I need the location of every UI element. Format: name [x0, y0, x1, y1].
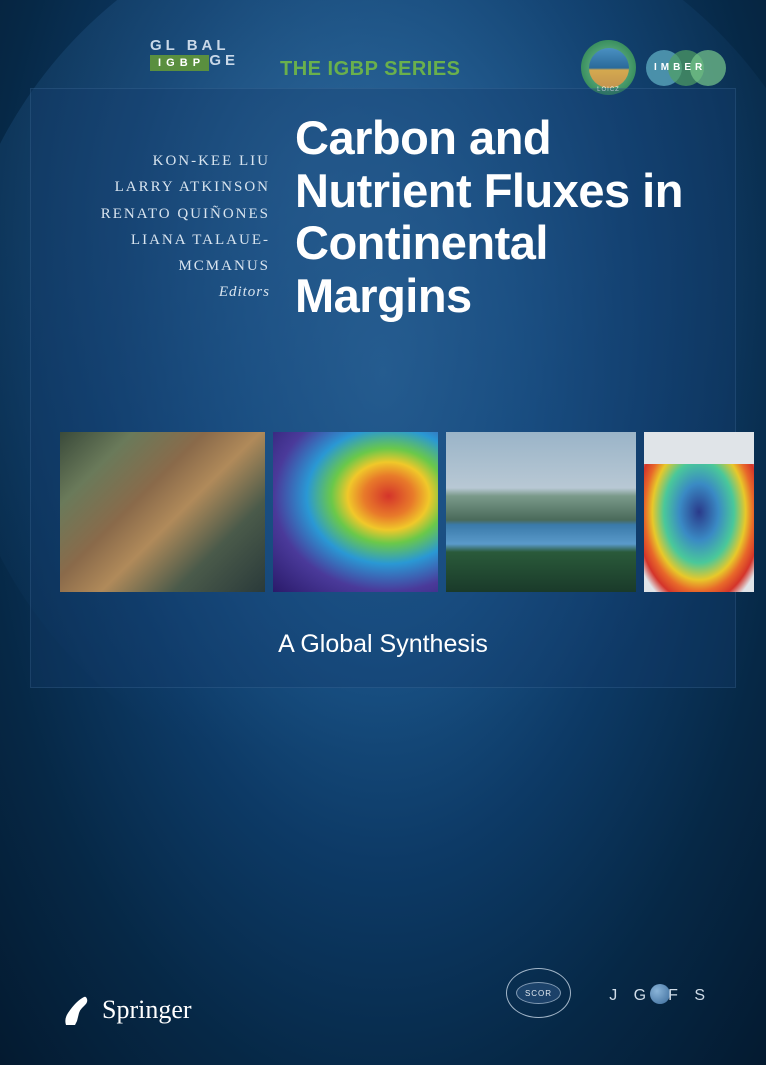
thumbnail-thermal-map	[273, 432, 438, 592]
footer: Springer SCOR J G F S	[0, 980, 766, 1040]
springer-horse-icon	[60, 991, 92, 1029]
editors-block: KON-KEE LIU LARRY ATKINSON RENATO QUIÑON…	[0, 148, 270, 306]
editor-name: LARRY ATKINSON	[0, 174, 270, 200]
loicz-logo: LOICZ	[581, 40, 636, 95]
scor-logo: SCOR	[506, 968, 571, 1018]
igbp-badge: I G B P	[150, 55, 209, 71]
jgofs-prefix: J G	[609, 987, 652, 1004]
editor-name: RENATO QUIÑONES	[0, 201, 270, 227]
book-title: Carbon and Nutrient Fluxes in Continenta…	[295, 112, 735, 323]
publisher-name: Springer	[102, 995, 192, 1025]
thumbnail-landscape-photo	[446, 432, 636, 592]
jgofs-logo: J GF S	[609, 984, 711, 1005]
image-strip	[60, 432, 766, 592]
editor-name: KON-KEE LIU	[0, 148, 270, 174]
publisher-logo: Springer	[60, 991, 192, 1029]
subtitle: A Global Synthesis	[0, 630, 766, 659]
globalchange-line1: GL BAL	[150, 38, 260, 53]
global-change-logo: GL BAL I G B P CHANGE	[150, 38, 260, 93]
header: GL BAL I G B P CHANGE THE IGBP SERIES LO…	[0, 20, 766, 90]
imber-logo: IMBER	[646, 48, 741, 88]
imber-text: IMBER	[654, 62, 706, 73]
editors-role: Editors	[0, 279, 270, 305]
jgofs-suffix: F S	[668, 987, 711, 1004]
thumbnail-satellite-delta	[60, 432, 265, 592]
scor-text: SCOR	[516, 982, 561, 1004]
editor-name: MCMANUS	[0, 253, 270, 279]
editor-name: LIANA TALAUE-	[0, 227, 270, 253]
thumbnail-ocean-color-map	[644, 432, 754, 592]
series-label: THE IGBP SERIES	[280, 58, 461, 81]
